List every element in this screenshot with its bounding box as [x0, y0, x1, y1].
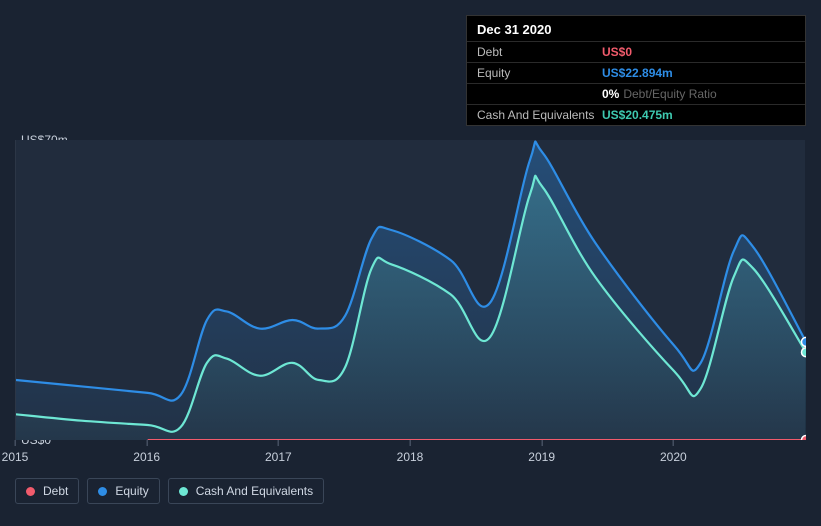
- legend-label-debt: Debt: [43, 484, 68, 498]
- x-axis-tick-label: 2018: [397, 450, 424, 464]
- legend-item-cash[interactable]: Cash And Equivalents: [168, 478, 324, 504]
- tooltip-cash-value: US$20.475m: [602, 108, 795, 122]
- legend-label-cash: Cash And Equivalents: [196, 484, 313, 498]
- tooltip-row-equity: Equity US$22.894m: [467, 62, 805, 83]
- x-axis-tick-label: 2015: [2, 450, 29, 464]
- tooltip-debt-value: US$0: [602, 45, 795, 59]
- tooltip-equity-label: Equity: [477, 66, 602, 80]
- legend-item-equity[interactable]: Equity: [87, 478, 159, 504]
- chart-tooltip: Dec 31 2020 Debt US$0 Equity US$22.894m …: [466, 15, 806, 126]
- x-axis-tick-label: 2016: [133, 450, 160, 464]
- cash-end-marker: [802, 348, 807, 357]
- x-axis-tick: 2015: [2, 440, 29, 464]
- tooltip-equity-value: US$22.894m: [602, 66, 795, 80]
- x-axis-tick-label: 2020: [660, 450, 687, 464]
- x-axis-tick: 2019: [528, 440, 555, 464]
- tooltip-date: Dec 31 2020: [467, 16, 805, 41]
- legend-dot-equity: [98, 487, 107, 496]
- x-axis: 201520162017201820192020: [15, 440, 805, 470]
- chart-plot[interactable]: [15, 140, 805, 440]
- x-axis-tick: 2020: [660, 440, 687, 464]
- tooltip-row-ratio: 0% Debt/Equity Ratio: [467, 83, 805, 104]
- legend-label-equity: Equity: [115, 484, 148, 498]
- x-axis-tick-label: 2019: [528, 450, 555, 464]
- legend-item-debt[interactable]: Debt: [15, 478, 79, 504]
- chart-legend: Debt Equity Cash And Equivalents: [15, 478, 324, 504]
- legend-dot-cash: [179, 487, 188, 496]
- tooltip-row-cash: Cash And Equivalents US$20.475m: [467, 104, 805, 125]
- equity-end-marker: [802, 337, 807, 346]
- tooltip-ratio-spacer: [477, 87, 602, 101]
- chart-svg: [16, 140, 806, 440]
- tooltip-cash-label: Cash And Equivalents: [477, 108, 602, 122]
- x-axis-tick: 2016: [133, 440, 160, 464]
- tooltip-ratio-pct: 0%: [602, 87, 619, 101]
- tooltip-ratio-label: Debt/Equity Ratio: [623, 87, 716, 101]
- legend-dot-debt: [26, 487, 35, 496]
- tooltip-debt-label: Debt: [477, 45, 602, 59]
- x-axis-tick: 2017: [265, 440, 292, 464]
- x-axis-tick-label: 2017: [265, 450, 292, 464]
- tooltip-row-debt: Debt US$0: [467, 41, 805, 62]
- tooltip-ratio-value: 0% Debt/Equity Ratio: [602, 87, 795, 101]
- x-axis-tick: 2018: [397, 440, 424, 464]
